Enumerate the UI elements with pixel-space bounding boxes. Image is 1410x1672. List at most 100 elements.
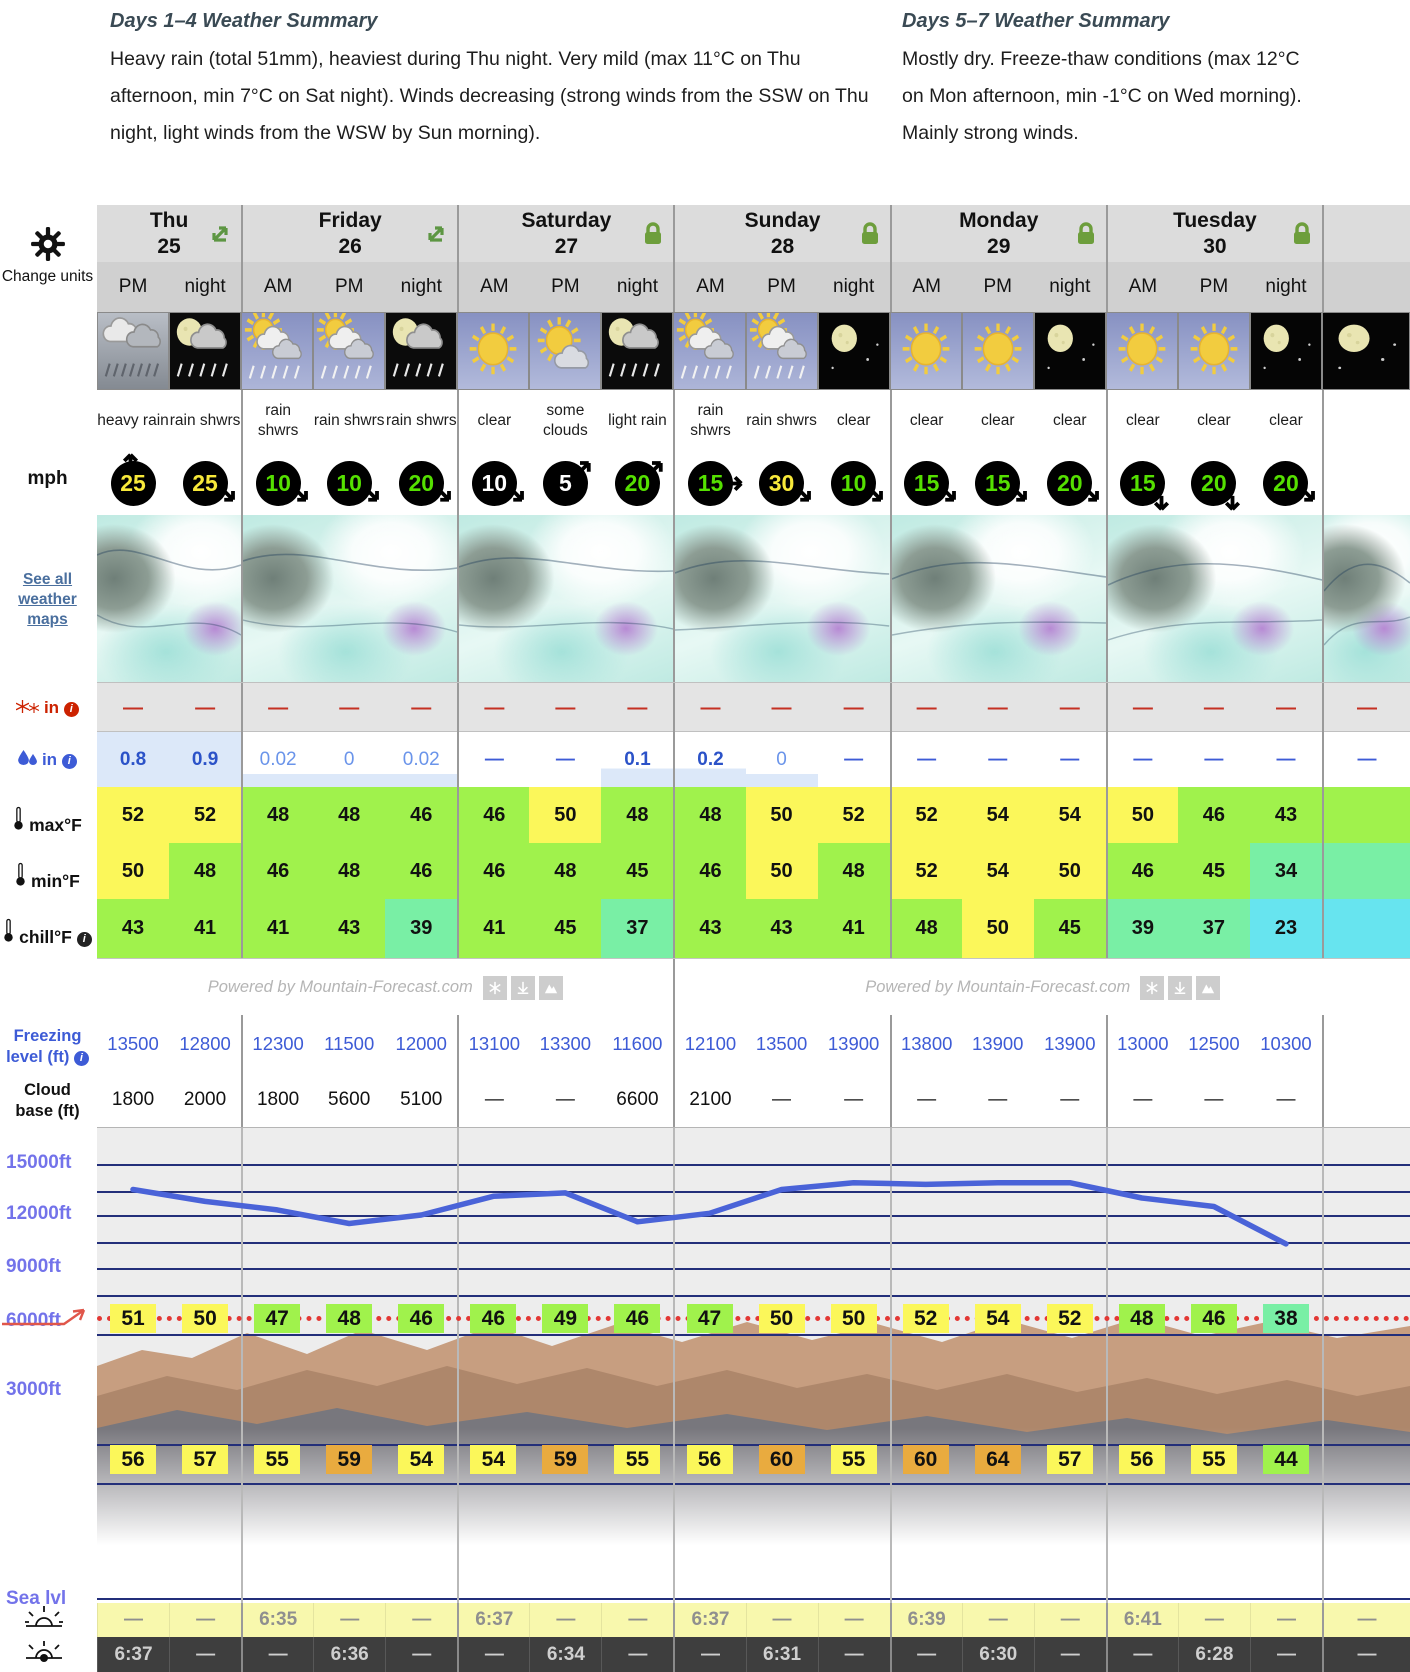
rain-amount-cell: 0.02	[241, 732, 314, 787]
weather-description-cell: clear	[1269, 411, 1303, 429]
mountain-icon[interactable]	[1196, 975, 1221, 1000]
weather-description-cell: rain shwrs	[241, 390, 313, 452]
wind-direction-arrow-icon	[1216, 494, 1243, 515]
max-temp-cell: 52	[97, 787, 170, 843]
thermometer-icon	[3, 918, 14, 947]
sunset-time-cell: —	[1033, 1637, 1106, 1672]
wind-direction-arrow-icon	[642, 452, 673, 485]
max-temp-cell: 46	[457, 787, 530, 843]
download-icon[interactable]	[1168, 975, 1193, 1000]
change-units-button[interactable]: Change units	[0, 226, 95, 286]
sunset-time-cell: 6:31	[745, 1637, 818, 1672]
wind-speed-badge: 10	[471, 461, 524, 506]
day-header-sunday[interactable]: Sunday 28	[673, 205, 890, 262]
day-header-monday[interactable]: Monday 29	[889, 205, 1106, 262]
snow-amount-cell: —	[843, 696, 864, 719]
weather-description-row: heavy rain rain shwrs rain shwrs rain shwrs…	[97, 390, 1410, 452]
freezing-info-icon[interactable]: i	[73, 1050, 89, 1066]
sunrise-time-cell: —	[601, 1602, 673, 1637]
mountain-icon[interactable]	[538, 975, 563, 1000]
elevation-gridline	[97, 1191, 1410, 1193]
temp-chip-6000ft: 52	[902, 1304, 949, 1333]
day-header-saturday[interactable]: Saturday 27	[457, 205, 674, 262]
snow-report-icon[interactable]	[482, 975, 507, 1000]
wind-cell: 15	[673, 452, 745, 515]
weather-icon-rain-night	[601, 312, 674, 390]
weather-map-image[interactable]	[1105, 515, 1322, 682]
day-boundary-line	[241, 1128, 244, 1603]
rain-amount-cell: 0	[745, 732, 818, 787]
temp-chip-6000ft: 50	[830, 1304, 877, 1333]
cloud-base-cell: —	[889, 1072, 962, 1127]
min-temp-cell: 50	[97, 843, 170, 899]
weather-icon-some-clouds	[529, 312, 602, 390]
day-header-tuesday[interactable]: Tuesday 30	[1105, 205, 1322, 262]
min-temp-cell: 48	[313, 843, 386, 899]
max-label-text: max°F	[29, 815, 82, 835]
time-of-day-cell: AM	[889, 262, 962, 312]
wind-cell: 15	[962, 452, 1034, 515]
weather-map-image[interactable]	[457, 515, 674, 682]
chill-info-icon[interactable]: i	[76, 932, 92, 947]
rain-info-icon[interactable]: i	[61, 754, 77, 769]
wind-cell: 10	[818, 452, 890, 515]
elevation-label-3000: 3000ft	[6, 1379, 61, 1400]
see-all-weather-maps-link[interactable]: See all weather maps	[0, 570, 95, 630]
weather-maps-row	[97, 515, 1410, 682]
download-icon[interactable]	[510, 975, 535, 1000]
chill-temp-cell: 45	[1033, 899, 1106, 958]
snow-info-icon[interactable]: i	[63, 702, 79, 717]
chill-temp-cell: 23	[1249, 899, 1322, 958]
weather-icon-rain-night	[169, 312, 242, 390]
rain-unit: in	[41, 750, 58, 769]
temp-chip-6000ft: 50	[182, 1304, 229, 1333]
weather-description-cell: clear	[1105, 390, 1178, 452]
sunset-time-cell: —	[1249, 1637, 1322, 1672]
wind-direction-arrow-icon	[726, 473, 746, 500]
wind-direction-arrow-icon	[354, 482, 385, 515]
wind-speed-badge: 15	[975, 461, 1028, 506]
temp-chip-6000ft: 46	[614, 1304, 661, 1333]
temp-chip-3000ft: 60	[758, 1445, 805, 1474]
chill-temp-cell: 50	[961, 899, 1034, 958]
wind-speed-badge: 25	[110, 453, 156, 506]
day-header-friday[interactable]: Friday 26	[241, 205, 458, 262]
powered-by-left: Powered by Mountain-Forecast.com	[97, 959, 674, 1016]
weather-description-cell: some clouds	[542, 401, 588, 439]
weather-map-image[interactable]	[673, 515, 890, 682]
wind-cell: 25	[169, 452, 241, 515]
wind-direction-arrow-icon	[787, 482, 818, 515]
sunset-time-cell: 6:30	[961, 1637, 1034, 1672]
min-label-text: min°F	[31, 871, 80, 891]
day-header-thu[interactable]: Thu 25	[97, 205, 242, 262]
weather-map-image[interactable]	[889, 515, 1106, 682]
weather-map-image[interactable]	[241, 515, 458, 682]
wind-cell	[1322, 452, 1410, 515]
maps-link-text[interactable]: See all weather maps	[18, 571, 77, 629]
weather-description-cell: heavy rain	[97, 411, 169, 429]
sunset-time-cell: 6:34	[529, 1637, 601, 1672]
min-temp-cell: 46	[385, 843, 458, 899]
elevation-gridline	[97, 1483, 1410, 1485]
freezing-level-cell	[1322, 1015, 1410, 1072]
temp-chip-3000ft: 54	[398, 1445, 445, 1474]
time-of-day-cell	[1322, 262, 1410, 312]
day-header-row: Thu 25 Friday 26 Saturday 27 Sunday 28 Monda…	[97, 205, 1410, 262]
weather-icon-clear-night	[1033, 312, 1106, 390]
min-temp-cell: 52	[889, 843, 962, 899]
snow-amount-cell: —	[889, 683, 962, 733]
weather-description-cell: clear	[889, 390, 962, 452]
cloud-base-cell: —	[1105, 1072, 1178, 1127]
wind-direction-arrow-icon	[120, 452, 147, 470]
chill-temp-cell: 37	[1177, 899, 1250, 958]
weather-map-image[interactable]	[1322, 515, 1410, 682]
sunset-time-cell: —	[889, 1637, 962, 1672]
chill-temp-cell	[1322, 899, 1410, 958]
max-temp-cell: 50	[745, 787, 818, 843]
snow-report-icon[interactable]	[1140, 975, 1165, 1000]
max-temp-cell: 52	[169, 787, 242, 843]
sunrise-time-cell: 6:35	[241, 1602, 313, 1637]
weather-map-image[interactable]	[97, 515, 242, 682]
thermometer-icon	[15, 862, 26, 891]
freezing-level-cell: 12000	[395, 1032, 447, 1054]
